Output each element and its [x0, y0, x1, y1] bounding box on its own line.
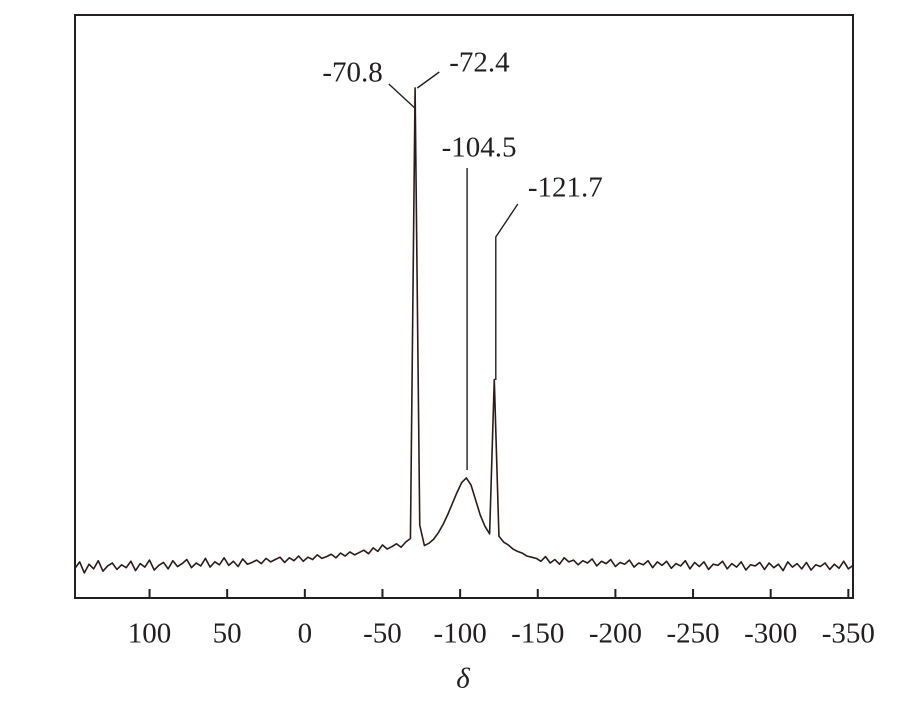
- x-tick-label: -150: [511, 618, 564, 650]
- plot-frame: [74, 14, 854, 599]
- x-tick-label: 100: [128, 618, 172, 650]
- x-tick-label: 50: [213, 618, 242, 650]
- x-tick-label: -250: [666, 618, 719, 650]
- x-tick-label: -200: [589, 618, 642, 650]
- annotation-leader: [416, 71, 440, 89]
- spectrum-line: [74, 87, 854, 574]
- annotation-label: -121.7: [528, 172, 603, 204]
- x-axis-label: δ: [456, 663, 470, 695]
- annotation-leader: [495, 203, 519, 380]
- x-tick-label: -300: [744, 618, 797, 650]
- x-tick-label: -350: [822, 618, 875, 650]
- annotation-label: -72.4: [449, 47, 510, 79]
- x-tick-label: -100: [434, 618, 487, 650]
- annotation-label: -104.5: [442, 132, 517, 164]
- annotation-leader: [388, 83, 416, 109]
- x-tick-label: -50: [363, 618, 402, 650]
- annotation-label: -70.8: [322, 57, 382, 89]
- x-tick-label: 0: [298, 618, 313, 650]
